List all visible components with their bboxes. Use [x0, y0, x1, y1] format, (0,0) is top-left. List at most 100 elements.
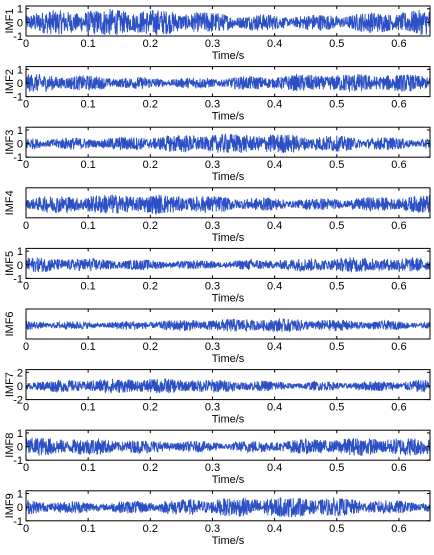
axes-frame — [25, 187, 431, 219]
x-tick-label: 0.6 — [391, 462, 406, 474]
x-tick-label: 0 — [23, 220, 29, 232]
y-tick-label: 1 — [17, 489, 23, 501]
x-axis-label: Time/s — [212, 535, 245, 547]
imf-signal-line — [26, 9, 430, 36]
x-tick-label: 0.3 — [205, 523, 220, 535]
imf-panel-4: 0 0.1 0.2 0.3 0.4 0.5 0.6 IMF4 Time/s — [4, 187, 431, 244]
y-tick-label: -1 — [13, 31, 23, 43]
x-tick-label: 0.5 — [329, 523, 344, 535]
axes-frame — [25, 66, 431, 98]
x-tick-label: 0.1 — [81, 402, 96, 414]
x-tick-label: 0.2 — [143, 462, 158, 474]
x-tick-label: 0.3 — [205, 159, 220, 171]
x-tick-label: 0.6 — [391, 220, 406, 232]
x-tick-label: 0.1 — [81, 159, 96, 171]
x-tick-label: 0.5 — [329, 38, 344, 50]
x-tick-label: 0 — [23, 462, 29, 474]
x-tick-label: 0.5 — [329, 462, 344, 474]
y-axis-label: IMF4 — [4, 190, 16, 215]
imf-signal-line — [26, 194, 430, 216]
axes-frame — [25, 247, 431, 279]
axes-frame — [25, 490, 431, 522]
imf-signal-line — [26, 133, 430, 154]
x-tick-label: 0.1 — [81, 341, 96, 353]
axes-frame — [25, 369, 431, 401]
x-tick-label: 0 — [23, 341, 29, 353]
x-tick-label: 0.4 — [267, 341, 282, 353]
x-tick-label: 0.5 — [329, 99, 344, 111]
x-tick-label: 0.5 — [329, 280, 344, 292]
y-axis-label: IMF8 — [4, 433, 16, 458]
imf-signal-line — [26, 317, 430, 333]
axes-frame — [25, 5, 431, 37]
y-tick-label: -1 — [13, 152, 23, 164]
imf-signal-line — [26, 496, 430, 518]
y-tick-label: 0 — [17, 78, 23, 90]
imf-panel-6: 0 0.1 0.2 0.3 0.4 0.5 0.6 IMF6 Time/s — [4, 308, 431, 365]
y-tick-label: -1 — [13, 455, 23, 467]
y-axis-label: IMF7 — [4, 372, 16, 397]
x-tick-label: 0 — [23, 280, 29, 292]
y-tick-label: 0 — [17, 381, 23, 393]
x-tick-label: 0.3 — [205, 220, 220, 232]
x-tick-label: 0.2 — [143, 341, 158, 353]
x-tick-label: 0.2 — [143, 523, 158, 535]
x-tick-label: 0.4 — [267, 402, 282, 414]
x-tick-label: 0 — [23, 402, 29, 414]
y-tick-label: 0 — [17, 17, 23, 29]
x-axis-label: Time/s — [212, 292, 245, 304]
x-tick-label: 0.5 — [329, 220, 344, 232]
x-axis-label: Time/s — [212, 232, 245, 244]
y-tick-label: -2 — [13, 395, 23, 407]
x-axis-label: Time/s — [212, 111, 245, 123]
x-axis-label: Time/s — [212, 171, 245, 183]
x-tick-label: 0.2 — [143, 38, 158, 50]
x-tick-label: 0.2 — [143, 159, 158, 171]
y-axis-label: IMF5 — [4, 251, 16, 276]
x-tick-label: 0.4 — [267, 99, 282, 111]
y-tick-label: 1 — [17, 428, 23, 440]
imf-signal-line — [26, 378, 430, 394]
x-axis-label: Time/s — [212, 50, 245, 62]
y-tick-label: -1 — [13, 92, 23, 104]
y-axis-label: IMF9 — [4, 493, 16, 518]
x-tick-label: 0.6 — [391, 341, 406, 353]
y-tick-label: -1 — [13, 273, 23, 285]
y-tick-label: 0 — [17, 442, 23, 454]
x-tick-label: 0.4 — [267, 220, 282, 232]
x-tick-label: 0.6 — [391, 402, 406, 414]
x-tick-label: 0.4 — [267, 38, 282, 50]
x-tick-label: 0 — [23, 38, 29, 50]
x-tick-label: 0.2 — [143, 402, 158, 414]
imf-signal-line — [26, 437, 430, 457]
x-tick-label: 0.2 — [143, 280, 158, 292]
x-tick-label: 0.3 — [205, 341, 220, 353]
x-tick-label: 0.3 — [205, 99, 220, 111]
x-tick-label: 0 — [23, 159, 29, 171]
x-tick-label: 0.1 — [81, 220, 96, 232]
x-tick-label: 0.6 — [391, 99, 406, 111]
y-axis-label: IMF3 — [4, 130, 16, 155]
x-tick-label: 0.4 — [267, 462, 282, 474]
y-tick-label: 1 — [17, 246, 23, 258]
x-tick-label: 0.4 — [267, 159, 282, 171]
imf-signal-line — [26, 73, 430, 93]
x-tick-label: 0.6 — [391, 38, 406, 50]
axes-frame — [25, 429, 431, 461]
axes-frame — [25, 126, 431, 158]
x-tick-label: 0.4 — [267, 523, 282, 535]
y-tick-label: 0 — [17, 260, 23, 272]
x-tick-label: 0.1 — [81, 280, 96, 292]
x-tick-label: 0.1 — [81, 38, 96, 50]
x-axis-label: Time/s — [212, 474, 245, 486]
x-tick-label: 0.5 — [329, 159, 344, 171]
y-tick-label: 1 — [17, 125, 23, 137]
y-tick-label: 1 — [17, 4, 23, 16]
x-tick-label: 0.5 — [329, 402, 344, 414]
